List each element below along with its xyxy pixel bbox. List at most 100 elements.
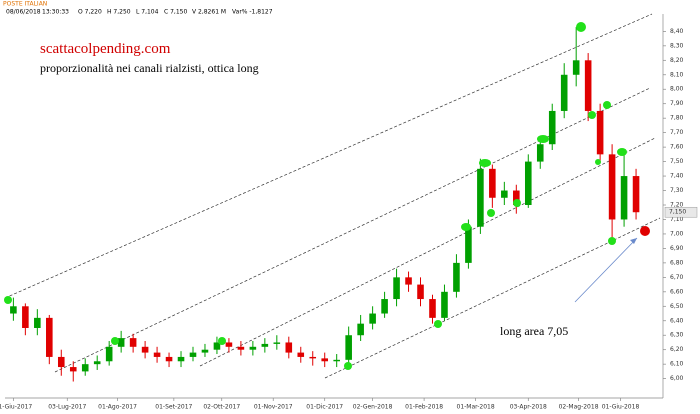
candle-body	[165, 356, 173, 362]
y-tick-label: 6,50	[670, 303, 684, 310]
x-tick-label: 01-Giu-2018	[602, 404, 640, 411]
candle-body	[477, 168, 484, 227]
candle-body	[297, 352, 305, 357]
candle-body	[560, 74, 568, 111]
x-tick-label: 01-Giu-2017	[0, 404, 32, 411]
candle-body	[81, 364, 89, 372]
channel-line	[324, 217, 661, 379]
x-tick-label: 02-Ott-2017	[203, 404, 240, 411]
candle-body	[548, 110, 556, 145]
touch-dot	[4, 296, 12, 304]
chart-title: scattacolpending.com	[40, 41, 171, 57]
candle-body	[225, 342, 233, 347]
touch-dot	[513, 199, 521, 207]
x-tick-label: 02-Mag-2018	[559, 404, 599, 411]
touch-dot	[487, 209, 495, 217]
x-tick-label: 01-Nov-2017	[254, 404, 293, 411]
touch-dot	[479, 159, 491, 167]
touch-dot	[218, 337, 226, 345]
x-tick-label: 01-Mar-2018	[457, 404, 495, 411]
x-tick-label: 03-Lug-2017	[48, 404, 86, 411]
candle-body	[34, 317, 41, 328]
last-price-box	[664, 206, 698, 218]
candle-body	[189, 352, 197, 357]
candle-body	[381, 299, 388, 314]
y-tick-label: 7,30	[670, 187, 684, 194]
x-tick-label: 01-Set-2017	[155, 404, 192, 411]
candles	[10, 27, 640, 382]
arrow-head	[630, 238, 637, 244]
channel-line	[4, 13, 653, 299]
volume: V 2,8261 M	[192, 9, 226, 16]
x-tick-label: 01-Dic-2017	[306, 404, 343, 411]
y-tick-label: 7,80	[670, 115, 684, 122]
candle-body	[93, 361, 101, 365]
y-tick-label: 8,20	[670, 57, 684, 64]
x-tick-label: 03-Apr-2018	[510, 404, 547, 411]
y-tick-label: 6,00	[670, 375, 684, 382]
x-tick-label: 02-Gen-2018	[353, 404, 393, 411]
candle-body	[465, 226, 472, 263]
candle-body	[57, 356, 65, 368]
candle-body	[22, 306, 29, 328]
touch-dot	[595, 159, 601, 165]
candle-body	[213, 342, 221, 350]
candle-body	[453, 262, 460, 292]
candle-body	[46, 317, 53, 357]
touch-dot	[111, 337, 119, 345]
candle-body	[177, 356, 185, 362]
candle-body	[584, 60, 592, 111]
touch-dot	[576, 22, 586, 32]
candle-body	[489, 168, 496, 198]
y-tick-label: 8,10	[670, 71, 684, 78]
candle-body	[405, 277, 412, 285]
touch-dot	[588, 111, 596, 119]
y-tick-label: 7,70	[670, 129, 684, 136]
candle-body	[273, 342, 281, 344]
candle-body	[345, 335, 352, 360]
y-tick-label: 7,40	[670, 173, 684, 180]
y-tick-label: 6,70	[670, 274, 684, 281]
high: H 7,250	[107, 9, 131, 16]
annotation: long area 7,05	[500, 324, 568, 338]
last-price-label: 7,150	[669, 209, 686, 216]
candle-body	[69, 367, 77, 372]
candle-body	[608, 154, 616, 220]
y-tick-label: 8,30	[670, 42, 684, 49]
y-tick-label: 7,20	[670, 202, 684, 209]
y-tick-label: 8,00	[670, 86, 684, 93]
low: L 7,104	[136, 9, 159, 16]
candle-body	[620, 176, 628, 220]
candle-body	[333, 359, 340, 362]
y-tick-label: 8,40	[670, 28, 684, 35]
candle-body	[572, 60, 580, 75]
date: 08/06/2018	[6, 9, 41, 16]
candle-body	[513, 190, 520, 205]
touch-dot	[344, 362, 352, 370]
touch-dot	[608, 237, 616, 245]
touch-dot	[617, 148, 627, 156]
candle-body	[596, 110, 604, 155]
candle-body	[117, 338, 125, 347]
candle-body	[536, 144, 544, 162]
chart-subtitle: proporzionalità nei canali rialzisti, ot…	[40, 61, 259, 75]
close: C 7,150	[164, 9, 187, 16]
candle-body	[249, 346, 257, 350]
candle-body	[357, 323, 364, 336]
candle-body	[441, 291, 448, 318]
y-tick-label: 6,80	[670, 259, 684, 266]
candle-body	[309, 356, 317, 359]
y-tick-label: 7,00	[670, 230, 684, 237]
symbol: POSTE ITALIAN	[3, 1, 47, 8]
y-tick-label: 7,90	[670, 100, 684, 107]
candle-body	[261, 343, 269, 347]
candle-body	[105, 346, 113, 362]
open: O 7,220	[78, 9, 102, 16]
candle-body	[369, 313, 376, 324]
y-tick-label: 7,50	[670, 158, 684, 165]
y-tick-label: 6,30	[670, 332, 684, 339]
y-tick-label: 6,60	[670, 288, 684, 295]
candle-body	[321, 358, 329, 362]
change: Var% -1,8127	[232, 9, 273, 16]
